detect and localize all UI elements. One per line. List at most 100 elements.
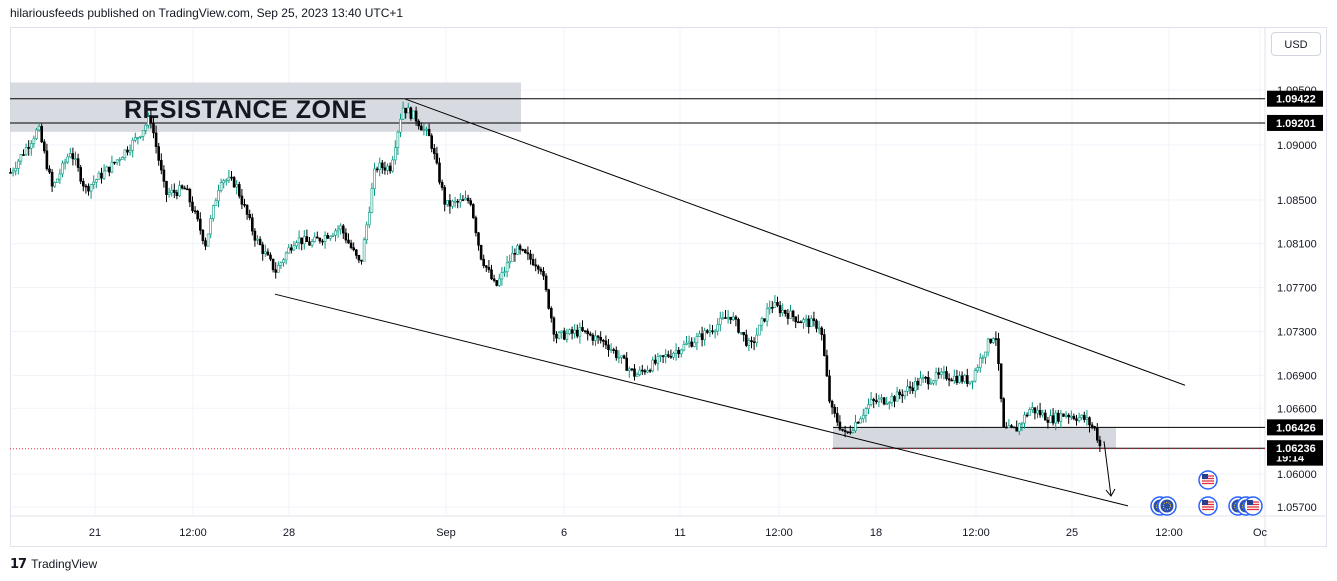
candle-body — [292, 245, 296, 251]
candle-body — [581, 327, 584, 331]
candle-body — [1028, 409, 1031, 416]
candle-body — [115, 159, 119, 163]
candle-body — [157, 146, 160, 161]
candle-body — [141, 130, 145, 137]
candle-body — [1046, 419, 1050, 423]
trend-lines — [274, 98, 1186, 507]
candle-body — [123, 149, 127, 158]
candle-body — [695, 336, 699, 344]
candle-body — [212, 205, 215, 219]
candle-body — [1075, 418, 1078, 421]
candle-body — [586, 330, 590, 335]
candle-body — [209, 218, 212, 235]
candle-body — [921, 376, 925, 379]
time-tick-label: 12:00 — [765, 527, 793, 539]
candle-body — [713, 330, 717, 333]
candle-body — [160, 160, 163, 171]
candle-body — [1093, 426, 1096, 429]
price-label-tag — [1267, 419, 1323, 436]
candle-body — [289, 247, 293, 251]
candle-body — [583, 330, 587, 332]
us-flag-icon — [1198, 496, 1218, 516]
candle-body — [261, 244, 265, 254]
candle-body — [989, 338, 993, 343]
candle-body — [604, 340, 608, 346]
candle-body — [27, 147, 31, 149]
candle-body — [635, 374, 639, 377]
candle-body — [1077, 417, 1081, 421]
candle-body — [1067, 414, 1070, 418]
candle-body — [802, 319, 805, 323]
candle-body — [1064, 414, 1068, 417]
candle-body — [916, 381, 920, 386]
candle-body — [1004, 426, 1008, 429]
candle-body — [308, 241, 311, 246]
candle-body — [822, 334, 826, 356]
channel-lower-line — [274, 293, 1129, 507]
currency-selector[interactable]: USD — [1271, 32, 1321, 56]
candle-body — [796, 321, 800, 324]
candle-body — [952, 375, 956, 381]
price-label-text: 1.06426 — [1276, 422, 1316, 434]
price-label-tag — [1267, 440, 1323, 457]
candle-body — [191, 201, 194, 212]
time-axis: 21 12:00 28 Sep 6 11 12:00 18 12:00 25 12:00 Oc — [89, 527, 1268, 539]
candle-body — [469, 200, 473, 205]
candle-body — [594, 335, 597, 341]
candle-body — [419, 125, 423, 131]
candle-body — [747, 340, 751, 346]
candle-body — [529, 253, 532, 260]
candle-body — [893, 396, 896, 402]
time-tick-label: 21 — [89, 527, 101, 539]
candle-body — [872, 399, 876, 401]
price-tick-label: 1.06000 — [1277, 469, 1317, 481]
time-tick-label: 28 — [283, 527, 295, 539]
candle-body — [274, 269, 278, 273]
candle-body — [971, 380, 974, 383]
candle-body — [1015, 427, 1019, 432]
candle-body — [256, 238, 259, 241]
candle-body — [672, 352, 675, 358]
candle-body — [505, 262, 509, 273]
candle-body — [284, 252, 288, 261]
candle-body — [349, 242, 353, 248]
time-tick-label: 12:00 — [962, 527, 990, 539]
candle-body — [328, 236, 332, 239]
price-label-text: 1.09201 — [1276, 118, 1316, 130]
candle-body — [869, 399, 873, 405]
candle-body — [95, 179, 98, 183]
candle-body — [118, 159, 121, 161]
candle-body — [352, 247, 356, 251]
candle-body — [828, 375, 831, 402]
candle-body — [357, 255, 361, 261]
candle-body — [859, 418, 863, 424]
flag-canton — [1247, 500, 1253, 505]
candle-body — [978, 357, 982, 368]
candle-body — [939, 371, 943, 375]
candle-body — [997, 338, 1000, 364]
candle-body — [144, 124, 147, 131]
candle-body — [388, 165, 392, 172]
candle-body — [718, 317, 722, 325]
candle-body — [204, 240, 207, 247]
time-tick-label: 18 — [870, 527, 882, 539]
price-tick-label: 1.09000 — [1277, 140, 1317, 152]
candle-body — [121, 157, 124, 160]
candle-body — [776, 302, 779, 306]
candle-body — [147, 116, 150, 126]
candle-body — [703, 330, 707, 341]
candle-body — [235, 184, 238, 188]
candle-body — [783, 309, 787, 314]
candle-body — [89, 184, 93, 192]
chart-frame[interactable] — [10, 27, 1327, 547]
candle-body — [367, 212, 371, 226]
flag-canton — [1202, 500, 1208, 505]
candle-body — [630, 368, 634, 371]
candle-body — [227, 176, 231, 181]
candle-body — [973, 370, 977, 382]
candle-body — [45, 150, 49, 170]
candle-body — [279, 262, 283, 266]
candle-body — [217, 190, 220, 202]
candle-body — [276, 265, 280, 273]
